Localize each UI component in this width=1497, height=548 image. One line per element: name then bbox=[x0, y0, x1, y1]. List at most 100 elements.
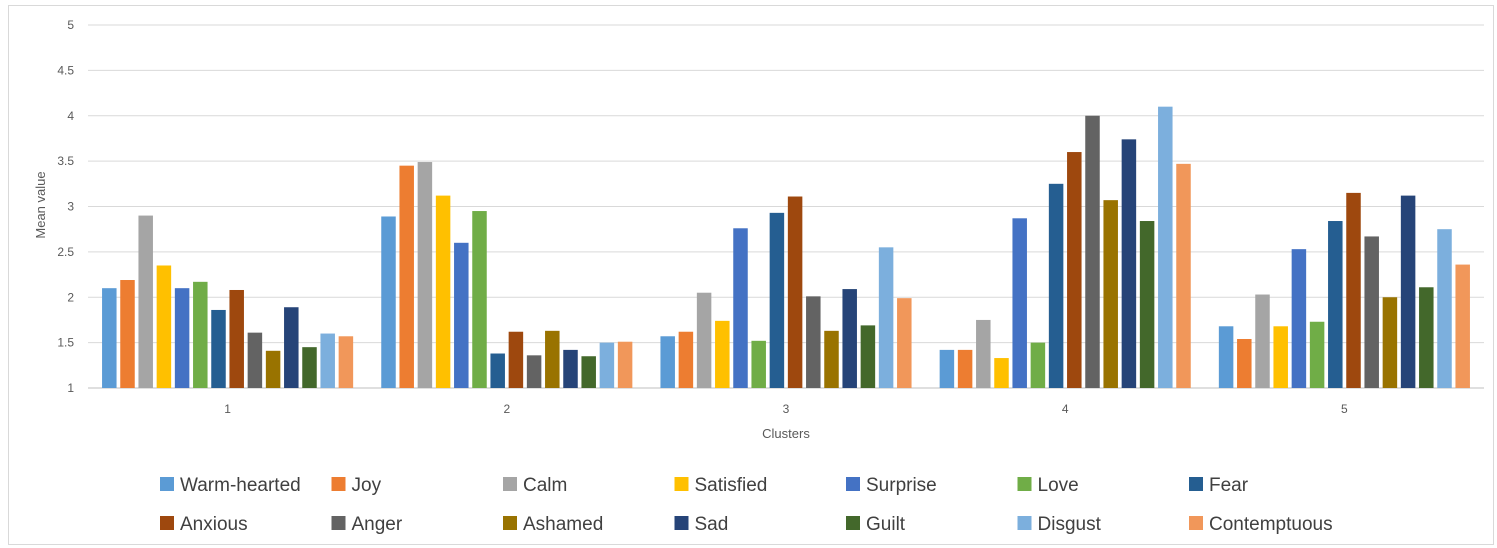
legend-label: Anxious bbox=[180, 514, 248, 535]
bar-guilt-cluster-3 bbox=[860, 325, 876, 388]
bar-joy-cluster-3 bbox=[678, 331, 694, 388]
legend: Warm-hearted Joy Calm Satisfied Surprise Love… bbox=[160, 475, 1333, 535]
bar-ashamed-cluster-3 bbox=[824, 330, 839, 388]
bar-sad-cluster-4 bbox=[1121, 139, 1137, 388]
bar-disgust-cluster-1 bbox=[320, 333, 335, 388]
bar-guilt-cluster-4 bbox=[1139, 221, 1155, 388]
bar-love-cluster-5 bbox=[1309, 321, 1325, 388]
y-tick-label: 3 bbox=[67, 200, 74, 214]
bar-warm-hearted-cluster-4 bbox=[939, 349, 955, 388]
bar-fear-cluster-3 bbox=[769, 212, 785, 388]
y-tick-label: 2 bbox=[67, 290, 74, 304]
bar-calm-cluster-1 bbox=[138, 215, 153, 388]
bar-joy-cluster-2 bbox=[399, 165, 414, 388]
bar-anxious-cluster-3 bbox=[787, 196, 803, 388]
legend-label: Fear bbox=[1209, 475, 1249, 496]
bar-joy-cluster-4 bbox=[957, 349, 973, 388]
legend-item-disgust: Disgust bbox=[1017, 514, 1102, 535]
legend-swatch bbox=[160, 477, 174, 491]
legend-swatch bbox=[846, 477, 860, 491]
bar-calm-cluster-5 bbox=[1255, 294, 1270, 388]
legend-swatch bbox=[160, 516, 174, 530]
legend-label: Guilt bbox=[866, 514, 906, 535]
x-tick-label: 1 bbox=[224, 402, 231, 416]
legend-label: Joy bbox=[352, 475, 382, 496]
legend-label: Love bbox=[1038, 475, 1079, 496]
y-tick-label: 1 bbox=[67, 381, 74, 395]
legend-item-sad: Sad bbox=[674, 514, 729, 535]
legend-swatch bbox=[331, 516, 346, 530]
bar-warm-hearted-cluster-2 bbox=[381, 216, 396, 388]
y-axis-ticks: 1 1.5 2 2.5 3 3.5 4 4.5 5 bbox=[57, 18, 74, 395]
bar-love-cluster-1 bbox=[193, 281, 208, 388]
y-tick-label: 4.5 bbox=[57, 63, 74, 77]
bar-love-cluster-3 bbox=[751, 340, 766, 388]
legend-item-surprise: Surprise bbox=[846, 475, 937, 496]
bar-anxious-cluster-1 bbox=[229, 289, 244, 388]
bar-anxious-cluster-4 bbox=[1067, 152, 1082, 388]
x-tick-label: 4 bbox=[1062, 402, 1069, 416]
bar-joy-cluster-5 bbox=[1237, 338, 1252, 388]
bar-disgust-cluster-2 bbox=[599, 342, 615, 388]
bar-contemptuous-cluster-4 bbox=[1176, 163, 1191, 388]
bar-satisfied-cluster-3 bbox=[715, 320, 730, 388]
bar-anxious-cluster-2 bbox=[508, 331, 524, 388]
bar-contemptuous-cluster-1 bbox=[338, 336, 354, 388]
bar-warm-hearted-cluster-3 bbox=[660, 336, 675, 388]
bar-anxious-cluster-5 bbox=[1346, 192, 1361, 388]
bar-contemptuous-cluster-2 bbox=[617, 341, 633, 388]
bar-satisfied-cluster-1 bbox=[156, 265, 172, 388]
legend-item-love: Love bbox=[1017, 475, 1079, 496]
bar-sad-cluster-2 bbox=[563, 349, 578, 388]
bar-ashamed-cluster-4 bbox=[1103, 200, 1118, 388]
bar-sad-cluster-5 bbox=[1400, 195, 1416, 388]
bar-contemptuous-cluster-5 bbox=[1455, 264, 1470, 388]
bar-anger-cluster-5 bbox=[1364, 236, 1379, 388]
legend-label: Satisfied bbox=[695, 475, 768, 496]
y-tick-label: 2.5 bbox=[57, 245, 74, 259]
legend-label: Disgust bbox=[1038, 514, 1102, 535]
bar-contemptuous-cluster-3 bbox=[897, 298, 912, 388]
chart-frame bbox=[8, 5, 1494, 545]
bar-surprise-cluster-3 bbox=[733, 228, 748, 388]
legend-swatch bbox=[846, 516, 860, 530]
legend-label: Anger bbox=[352, 514, 403, 535]
legend-label: Contemptuous bbox=[1209, 514, 1333, 535]
legend-item-satisfied: Satisfied bbox=[674, 475, 768, 496]
legend-label: Sad bbox=[695, 514, 729, 535]
legend-swatch bbox=[1017, 477, 1032, 491]
legend-label: Warm-hearted bbox=[180, 475, 301, 496]
bar-sad-cluster-3 bbox=[842, 289, 857, 388]
bar-fear-cluster-1 bbox=[211, 309, 226, 388]
legend-swatch bbox=[503, 477, 517, 491]
legend-swatch bbox=[331, 477, 346, 491]
bar-anger-cluster-1 bbox=[247, 332, 263, 388]
legend-label: Calm bbox=[523, 475, 567, 496]
bar-surprise-cluster-1 bbox=[174, 288, 190, 388]
bar-satisfied-cluster-2 bbox=[435, 195, 451, 388]
legend-item-calm: Calm bbox=[503, 475, 567, 496]
legend-swatch bbox=[674, 516, 689, 530]
legend-label: Ashamed bbox=[523, 514, 603, 535]
bar-warm-hearted-cluster-5 bbox=[1218, 326, 1234, 388]
legend-item-warm-hearted: Warm-hearted bbox=[160, 475, 301, 496]
y-tick-label: 4 bbox=[67, 109, 74, 123]
bar-anger-cluster-2 bbox=[526, 355, 542, 388]
legend-swatch bbox=[503, 516, 517, 530]
legend-swatch bbox=[1189, 516, 1203, 530]
x-tick-label: 5 bbox=[1341, 402, 1348, 416]
y-tick-label: 5 bbox=[67, 18, 74, 32]
bar-love-cluster-4 bbox=[1030, 342, 1046, 388]
legend-item-joy: Joy bbox=[331, 475, 382, 496]
legend-item-guilt: Guilt bbox=[846, 514, 906, 535]
legend-item-anger: Anger bbox=[331, 514, 403, 535]
y-tick-label: 1.5 bbox=[57, 336, 74, 350]
bar-surprise-cluster-2 bbox=[454, 242, 469, 388]
legend-swatch bbox=[1189, 477, 1203, 491]
x-axis-title: Clusters bbox=[762, 426, 810, 441]
legend-item-fear: Fear bbox=[1189, 475, 1249, 496]
y-axis-title: Mean value bbox=[33, 171, 48, 238]
bar-calm-cluster-3 bbox=[696, 292, 712, 388]
legend-item-contemptuous: Contemptuous bbox=[1189, 514, 1333, 535]
